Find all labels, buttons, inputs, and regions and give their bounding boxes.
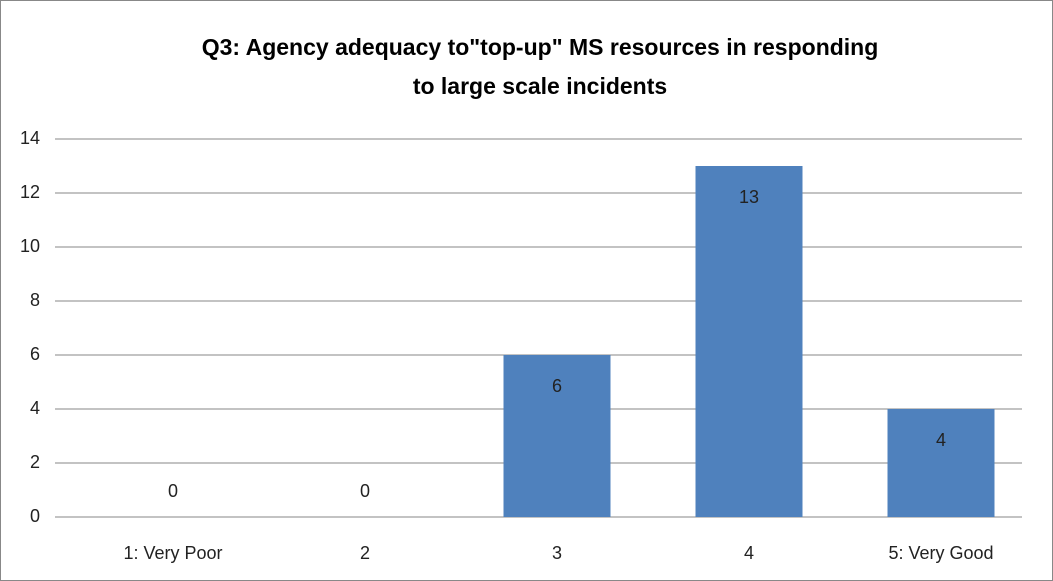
y-tick-label: 6 — [30, 344, 40, 364]
bar — [695, 166, 803, 517]
chart-title: Q3: Agency adequacy to"top-up" MS resour… — [202, 34, 879, 60]
y-tick-label: 4 — [30, 398, 40, 418]
bar — [887, 409, 995, 517]
x-tick-label: 2 — [360, 543, 370, 563]
data-label: 6 — [552, 376, 562, 396]
data-label: 0 — [360, 481, 370, 501]
x-tick-label: 4 — [744, 543, 754, 563]
y-tick-label: 14 — [20, 128, 40, 148]
data-label: 0 — [168, 481, 178, 501]
data-label: 4 — [936, 430, 946, 450]
y-tick-label: 10 — [20, 236, 40, 256]
y-tick-label: 2 — [30, 452, 40, 472]
x-tick-label: 5: Very Good — [888, 543, 993, 563]
x-tick-label: 3 — [552, 543, 562, 563]
chart-title: to large scale incidents — [413, 73, 667, 99]
x-tick-label: 1: Very Poor — [123, 543, 222, 563]
data-label: 13 — [739, 187, 759, 207]
y-tick-label: 0 — [30, 506, 40, 526]
y-tick-label: 12 — [20, 182, 40, 202]
y-tick-label: 8 — [30, 290, 40, 310]
bar — [503, 355, 611, 517]
